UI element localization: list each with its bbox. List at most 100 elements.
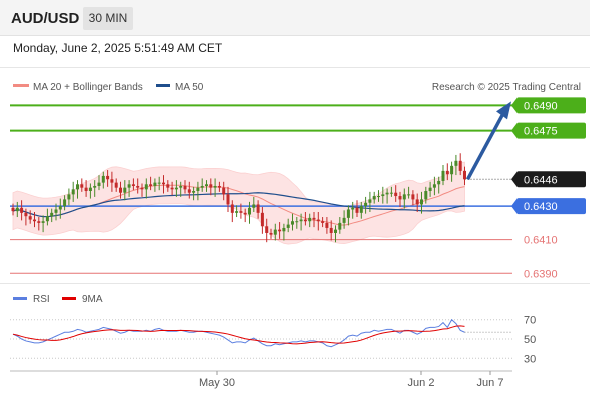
candle [222, 181, 226, 201]
candle [196, 181, 200, 201]
candle [394, 185, 398, 202]
divider-mid [0, 283, 590, 284]
candle [67, 188, 71, 206]
candle-body [213, 185, 217, 188]
candle [174, 180, 178, 197]
candle-body [252, 204, 256, 208]
candle [235, 205, 239, 218]
candle-body [243, 212, 247, 215]
candle-body [222, 187, 226, 195]
candle [119, 181, 122, 199]
candle-body [377, 196, 380, 198]
candle [437, 176, 441, 194]
candle [355, 200, 359, 218]
candle [179, 181, 183, 197]
candle-body [162, 182, 165, 185]
candle [325, 217, 329, 234]
price-label-box-0.6446 [517, 171, 586, 188]
candle-body [153, 182, 157, 186]
candle [432, 176, 436, 196]
candle [183, 180, 187, 194]
chart-header: AUD/USD 30 MIN [0, 0, 590, 36]
candle [278, 222, 282, 239]
timeframe-badge[interactable]: 30 MIN [83, 7, 133, 30]
candle-body [248, 207, 251, 215]
candle-body [127, 184, 131, 188]
candle [385, 188, 389, 204]
candle-body [58, 206, 62, 210]
candle [299, 213, 303, 231]
candle [217, 181, 221, 192]
candle-body [205, 184, 208, 186]
candle-body [15, 207, 19, 212]
candle [454, 154, 458, 176]
candle-body [97, 182, 101, 186]
candle [136, 178, 140, 194]
candle-body [119, 187, 122, 193]
candle [252, 196, 256, 212]
time-tick-label: May 30 [199, 377, 235, 389]
candle-body [385, 192, 389, 195]
candle [286, 218, 290, 233]
candle [381, 186, 385, 204]
rsi-ma-line [12, 325, 465, 345]
price-label-pointer-0.6490 [511, 97, 517, 114]
candle [338, 217, 342, 234]
candle-body [351, 207, 355, 210]
candle-body [424, 191, 428, 200]
candle-body [437, 180, 441, 185]
candle [187, 181, 191, 199]
candle [463, 166, 466, 186]
bollinger-band-fill [12, 161, 465, 245]
candle-body [41, 221, 45, 223]
rsi-panel: 70 50 30 [10, 315, 536, 365]
price-axis-labels: 0.6490 0.6475 0.6446 0.6430 0.6410 0.6390 [511, 97, 586, 280]
ma50-legend-label: MA 50 [175, 82, 204, 93]
time-tick-label: Jun 7 [477, 377, 504, 389]
candle-body [63, 199, 67, 207]
candle-body [282, 227, 286, 232]
candle [377, 190, 380, 202]
bb-legend-swatch [13, 84, 29, 87]
candle-body [50, 212, 54, 217]
candle [162, 175, 165, 194]
ma50-legend-swatch [156, 84, 170, 87]
price-label-0.6430: 0.6430 [524, 201, 558, 213]
candle-body [140, 187, 144, 190]
candle-body [45, 216, 49, 222]
candle-body [33, 219, 36, 222]
candle [230, 200, 234, 223]
candle-body [226, 194, 230, 205]
candle-body [303, 219, 307, 222]
candle [295, 217, 299, 229]
candle-body [463, 170, 466, 180]
moving-averages [12, 192, 465, 218]
candle [58, 198, 62, 219]
candle-body [24, 212, 28, 217]
candle [11, 203, 15, 216]
candle [359, 201, 363, 219]
candle [110, 171, 114, 192]
candle [346, 205, 350, 226]
candle-body [187, 189, 191, 193]
candle [372, 191, 376, 204]
candle-body [20, 207, 24, 213]
candle-body [299, 219, 303, 222]
candle-body [88, 187, 92, 192]
candle-body [415, 199, 419, 205]
price-legend: MA 20 + Bollinger Bands MA 50 Research ©… [13, 82, 581, 93]
candle-body [260, 212, 264, 227]
candle [445, 163, 449, 181]
candle [205, 180, 208, 192]
candle [420, 191, 423, 214]
candle-body [217, 185, 221, 188]
candle-body [265, 226, 269, 233]
candle-body [394, 192, 398, 197]
price-label-pointer-0.6446 [511, 171, 517, 188]
candle-body [170, 187, 174, 190]
time-axis: May 30 Jun 2 Jun 7 [10, 370, 512, 389]
candle-body [398, 196, 402, 200]
candle-body [308, 217, 312, 222]
candle [458, 153, 462, 176]
